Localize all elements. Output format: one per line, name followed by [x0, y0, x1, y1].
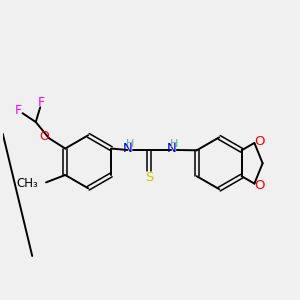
- Text: O: O: [254, 135, 265, 148]
- Text: N: N: [122, 142, 132, 155]
- Text: F: F: [38, 96, 45, 110]
- Text: N: N: [167, 142, 176, 155]
- Text: S: S: [145, 171, 154, 184]
- Text: H: H: [169, 139, 178, 148]
- Text: F: F: [14, 104, 22, 117]
- Text: CH₃: CH₃: [16, 177, 38, 190]
- Text: O: O: [254, 178, 265, 191]
- Text: O: O: [39, 130, 49, 143]
- Text: H: H: [125, 139, 134, 149]
